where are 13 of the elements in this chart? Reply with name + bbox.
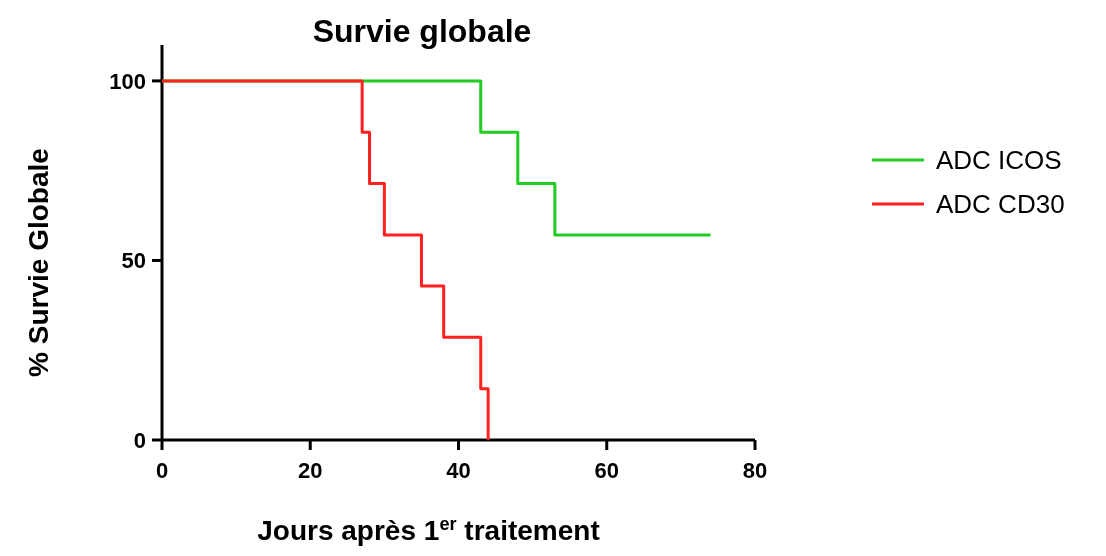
y-tick-label: 100 bbox=[109, 68, 146, 94]
legend-label: ADC CD30 bbox=[936, 189, 1065, 220]
y-tick-label: 0 bbox=[133, 427, 146, 453]
chart-title: Survie globale bbox=[312, 13, 532, 49]
legend-label: ADC ICOS bbox=[936, 145, 1062, 176]
y-axis-title: % Survie Globale bbox=[23, 148, 54, 377]
x-tick-label: 40 bbox=[446, 458, 471, 483]
x-axis-title: Jours après 1$^{er}$ traitement bbox=[257, 514, 600, 546]
x-tick-label: 80 bbox=[742, 458, 768, 483]
x-tick-label: 60 bbox=[594, 458, 619, 483]
y-tick-label: 50 bbox=[121, 248, 146, 274]
x-tick-label: 0 bbox=[155, 458, 169, 483]
x-tick-label: 20 bbox=[298, 458, 323, 483]
